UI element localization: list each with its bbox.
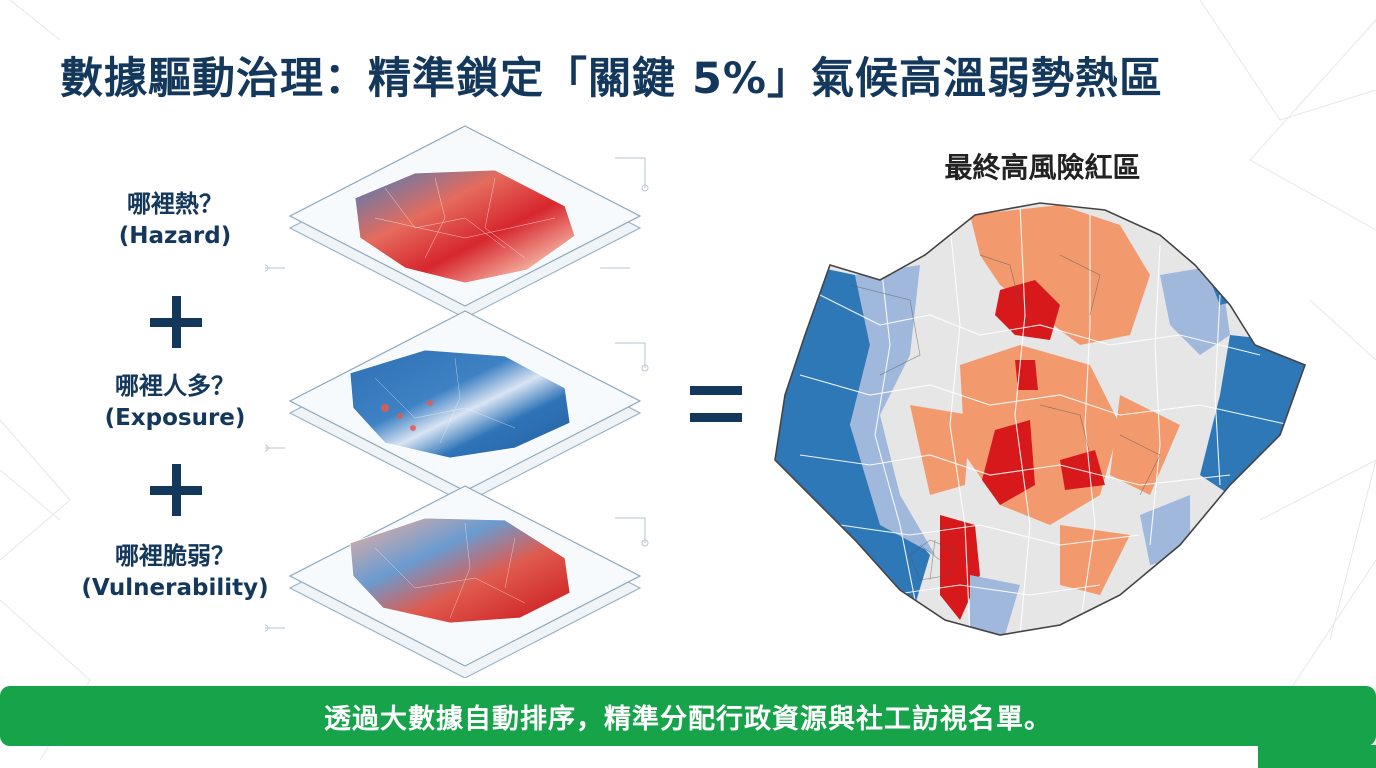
vulnerability-english: (Vulnerability): [81, 575, 269, 601]
high-risk-result-map: [774, 202, 1307, 636]
vulnerability-label: 哪裡脆弱？ (Vulnerability): [70, 540, 280, 604]
exposure-english: (Exposure): [104, 405, 246, 431]
corner-accent: [1258, 745, 1376, 768]
vulnerability-question: 哪裡脆弱？: [115, 542, 235, 570]
summary-banner: 透過大數據自動排序，精準分配行政資源與社工訪視名單。: [0, 686, 1376, 746]
exposure-layer: [265, 310, 649, 504]
vulnerability-layer: [265, 485, 649, 678]
result-map-title: 最終高風險紅區: [944, 151, 1141, 184]
page-title: 數據驅動治理：精準鎖定「關鍵 5%」氣候高溫弱勢熱區: [60, 54, 1163, 104]
plus-icon: [150, 296, 202, 348]
hazard-english: (Hazard): [118, 223, 232, 249]
equals-icon: [690, 386, 742, 422]
exposure-question: 哪裡人多？: [115, 372, 235, 400]
summary-banner-text: 透過大數據自動排序，精準分配行政資源與社工訪視名單。: [324, 703, 1052, 735]
hazard-layer: [265, 125, 649, 319]
exposure-label: 哪裡人多？ (Exposure): [70, 370, 280, 434]
stacked-map-layers: [265, 125, 649, 678]
hazard-question: 哪裡熱？: [127, 190, 223, 218]
hazard-label: 哪裡熱？ (Hazard): [70, 188, 280, 252]
map-regions: [775, 203, 1305, 635]
plus-icon: [150, 464, 202, 516]
